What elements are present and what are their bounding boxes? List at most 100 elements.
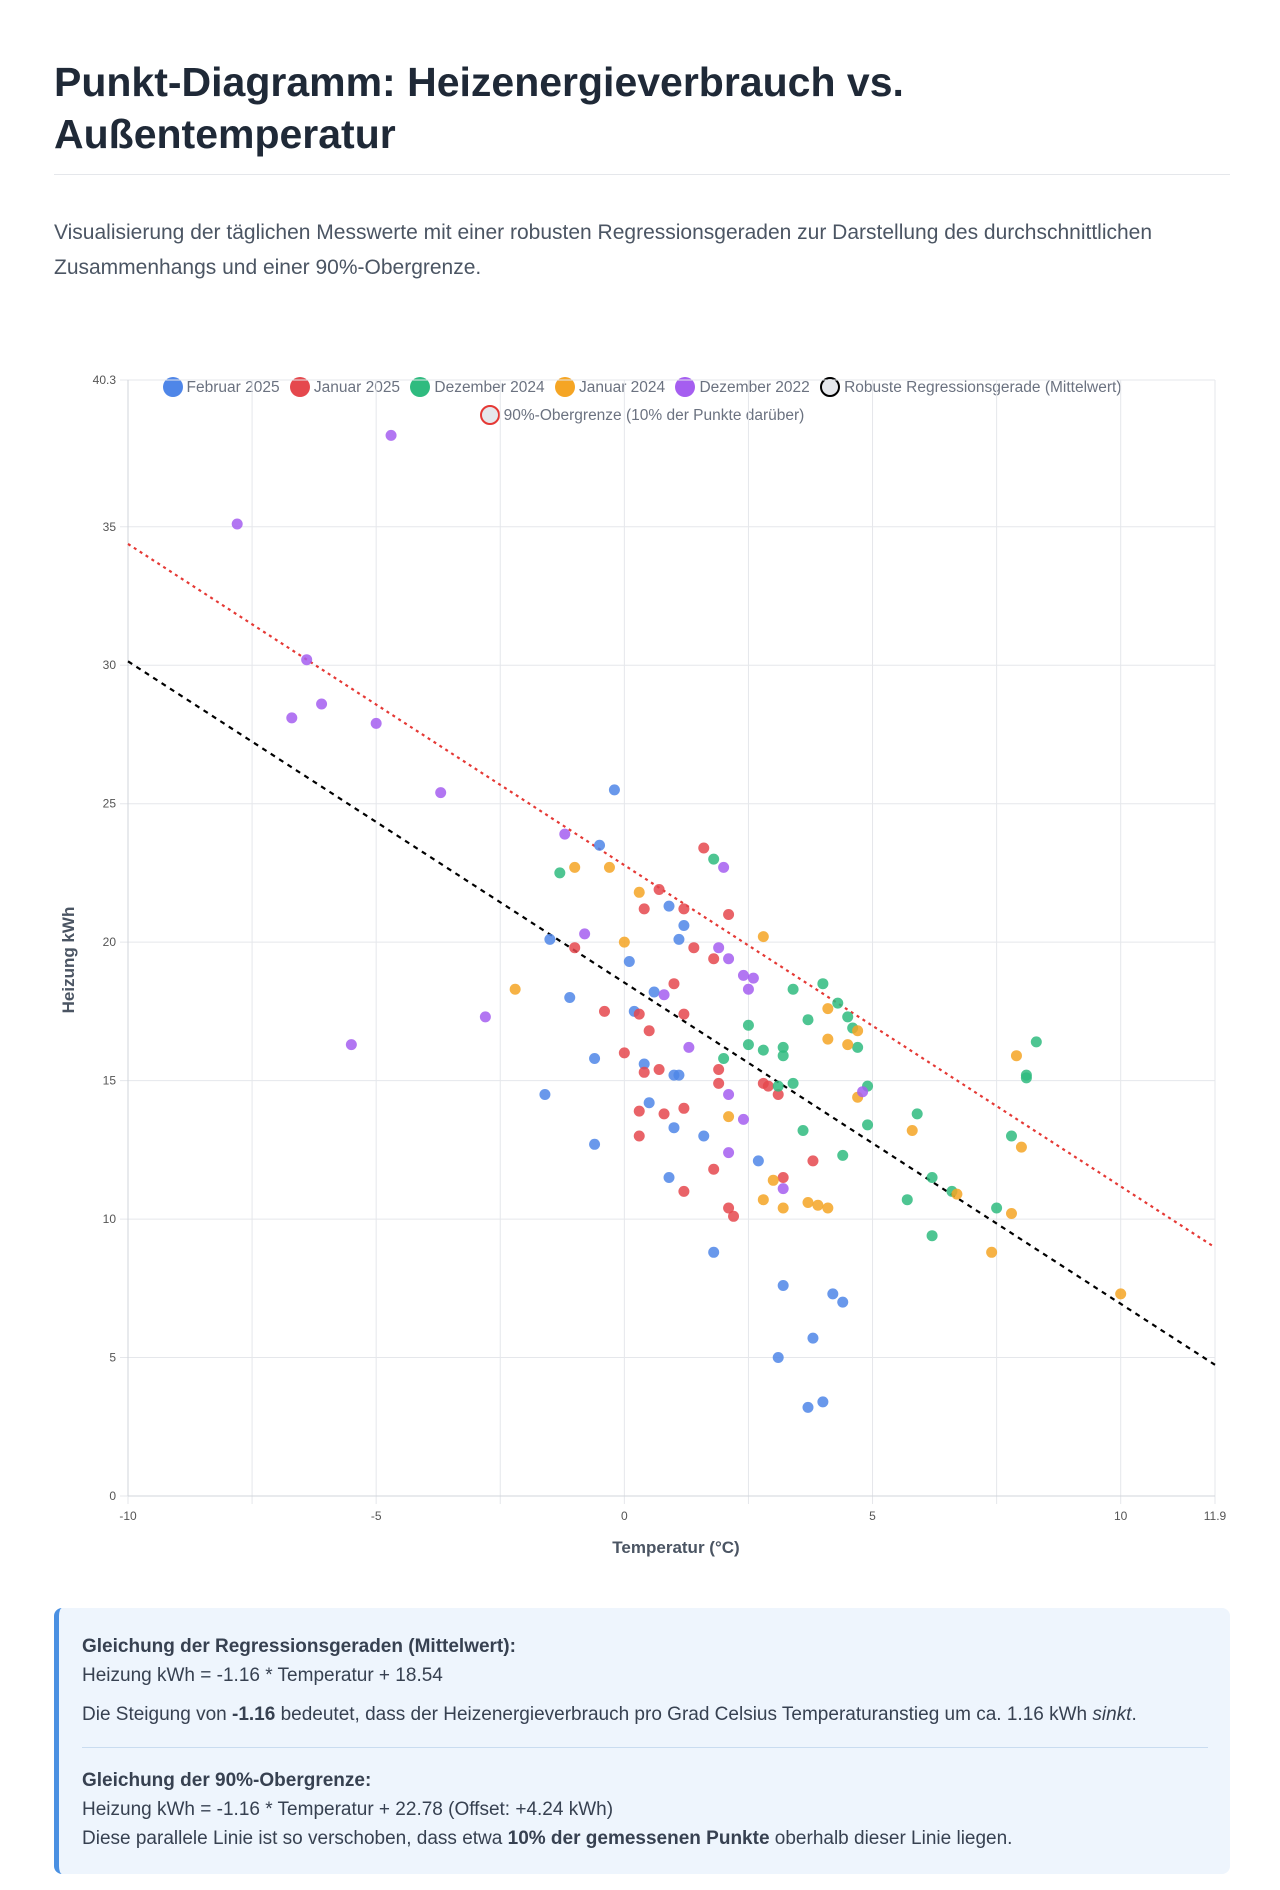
data-point[interactable]: [777, 1172, 789, 1184]
data-point[interactable]: [663, 1172, 675, 1184]
data-point[interactable]: [658, 989, 670, 1001]
data-point[interactable]: [643, 1025, 655, 1037]
data-point[interactable]: [589, 1138, 601, 1150]
data-point[interactable]: [598, 1005, 610, 1017]
data-point[interactable]: [345, 1039, 357, 1051]
data-point[interactable]: [926, 1230, 938, 1242]
data-point[interactable]: [564, 992, 576, 1004]
data-point[interactable]: [852, 1041, 864, 1053]
data-point[interactable]: [777, 1041, 789, 1053]
data-point[interactable]: [539, 1088, 551, 1100]
data-point[interactable]: [668, 1122, 680, 1134]
data-point[interactable]: [663, 900, 675, 912]
data-point[interactable]: [822, 1033, 834, 1045]
data-point[interactable]: [1010, 1050, 1022, 1062]
data-point[interactable]: [837, 1149, 849, 1161]
data-point[interactable]: [713, 1077, 725, 1089]
data-point[interactable]: [777, 1183, 789, 1195]
data-point[interactable]: [479, 1011, 491, 1023]
data-point[interactable]: [718, 1052, 730, 1064]
data-point[interactable]: [698, 1130, 710, 1142]
data-point[interactable]: [1020, 1072, 1032, 1084]
data-point[interactable]: [777, 1280, 789, 1292]
data-point[interactable]: [698, 842, 710, 854]
data-point[interactable]: [708, 953, 720, 965]
data-point[interactable]: [618, 1047, 630, 1059]
data-point[interactable]: [633, 886, 645, 898]
data-point[interactable]: [673, 933, 685, 945]
data-point[interactable]: [837, 1296, 849, 1308]
legend-item-januar-2025[interactable]: Januar 2025: [289, 374, 400, 402]
legend-item-upper-bound[interactable]: 90%-Obergrenze (10% der Punkte darüber): [479, 402, 804, 430]
data-point[interactable]: [633, 1130, 645, 1142]
data-point[interactable]: [231, 518, 243, 530]
data-point[interactable]: [658, 1108, 670, 1120]
data-point[interactable]: [802, 1014, 814, 1026]
data-point[interactable]: [509, 983, 521, 995]
data-point[interactable]: [608, 784, 620, 796]
legend-item-dezember-2022[interactable]: Dezember 2022: [675, 374, 810, 402]
data-point[interactable]: [747, 972, 759, 984]
data-point[interactable]: [678, 1185, 690, 1197]
data-point[interactable]: [385, 429, 397, 441]
data-point[interactable]: [559, 828, 571, 840]
legend-item-regression-line[interactable]: Robuste Regressionsgerade (Mittelwert): [820, 374, 1122, 402]
data-point[interactable]: [286, 712, 298, 724]
data-point[interactable]: [678, 903, 690, 915]
data-point[interactable]: [797, 1124, 809, 1136]
data-point[interactable]: [802, 1401, 814, 1413]
data-point[interactable]: [728, 1210, 740, 1222]
data-point[interactable]: [787, 983, 799, 995]
data-point[interactable]: [678, 920, 690, 932]
data-point[interactable]: [807, 1332, 819, 1344]
data-point[interactable]: [623, 956, 635, 968]
data-point[interactable]: [316, 698, 328, 710]
data-point[interactable]: [643, 1097, 655, 1109]
data-point[interactable]: [638, 1058, 650, 1070]
data-point[interactable]: [618, 936, 630, 948]
data-point[interactable]: [1015, 1141, 1027, 1153]
data-point[interactable]: [653, 884, 665, 896]
data-point[interactable]: [713, 942, 725, 954]
data-point[interactable]: [603, 861, 615, 873]
data-point[interactable]: [1030, 1036, 1042, 1048]
legend-item-dezember-2024[interactable]: Dezember 2024: [410, 374, 545, 402]
data-point[interactable]: [708, 853, 720, 865]
data-point[interactable]: [569, 861, 581, 873]
data-point[interactable]: [817, 1396, 829, 1408]
data-point[interactable]: [668, 978, 680, 990]
data-point[interactable]: [633, 1105, 645, 1117]
data-point[interactable]: [822, 1202, 834, 1214]
data-point[interactable]: [911, 1108, 923, 1120]
data-point[interactable]: [832, 997, 844, 1009]
data-point[interactable]: [594, 839, 606, 851]
data-point[interactable]: [723, 1088, 735, 1100]
data-point[interactable]: [653, 1064, 665, 1076]
data-point[interactable]: [827, 1288, 839, 1300]
data-point[interactable]: [787, 1077, 799, 1089]
data-point[interactable]: [757, 1194, 769, 1206]
data-point[interactable]: [569, 942, 581, 954]
data-point[interactable]: [737, 1113, 749, 1125]
data-point[interactable]: [822, 1003, 834, 1015]
data-point[interactable]: [723, 908, 735, 920]
data-point[interactable]: [857, 1086, 869, 1098]
data-point[interactable]: [757, 1044, 769, 1056]
data-point[interactable]: [742, 983, 754, 995]
data-point[interactable]: [862, 1119, 874, 1131]
data-point[interactable]: [742, 1039, 754, 1051]
data-point[interactable]: [713, 1064, 725, 1076]
data-point[interactable]: [678, 1102, 690, 1114]
data-point[interactable]: [723, 1147, 735, 1159]
data-point[interactable]: [579, 928, 591, 940]
data-point[interactable]: [752, 1155, 764, 1167]
data-point[interactable]: [718, 861, 730, 873]
legend-item-januar-2024[interactable]: Januar 2024: [554, 374, 665, 402]
data-point[interactable]: [802, 1196, 814, 1208]
data-point[interactable]: [688, 942, 700, 954]
data-point[interactable]: [742, 1019, 754, 1031]
data-point[interactable]: [906, 1124, 918, 1136]
data-point[interactable]: [842, 1011, 854, 1023]
data-point[interactable]: [1005, 1208, 1017, 1220]
data-point[interactable]: [638, 1066, 650, 1078]
